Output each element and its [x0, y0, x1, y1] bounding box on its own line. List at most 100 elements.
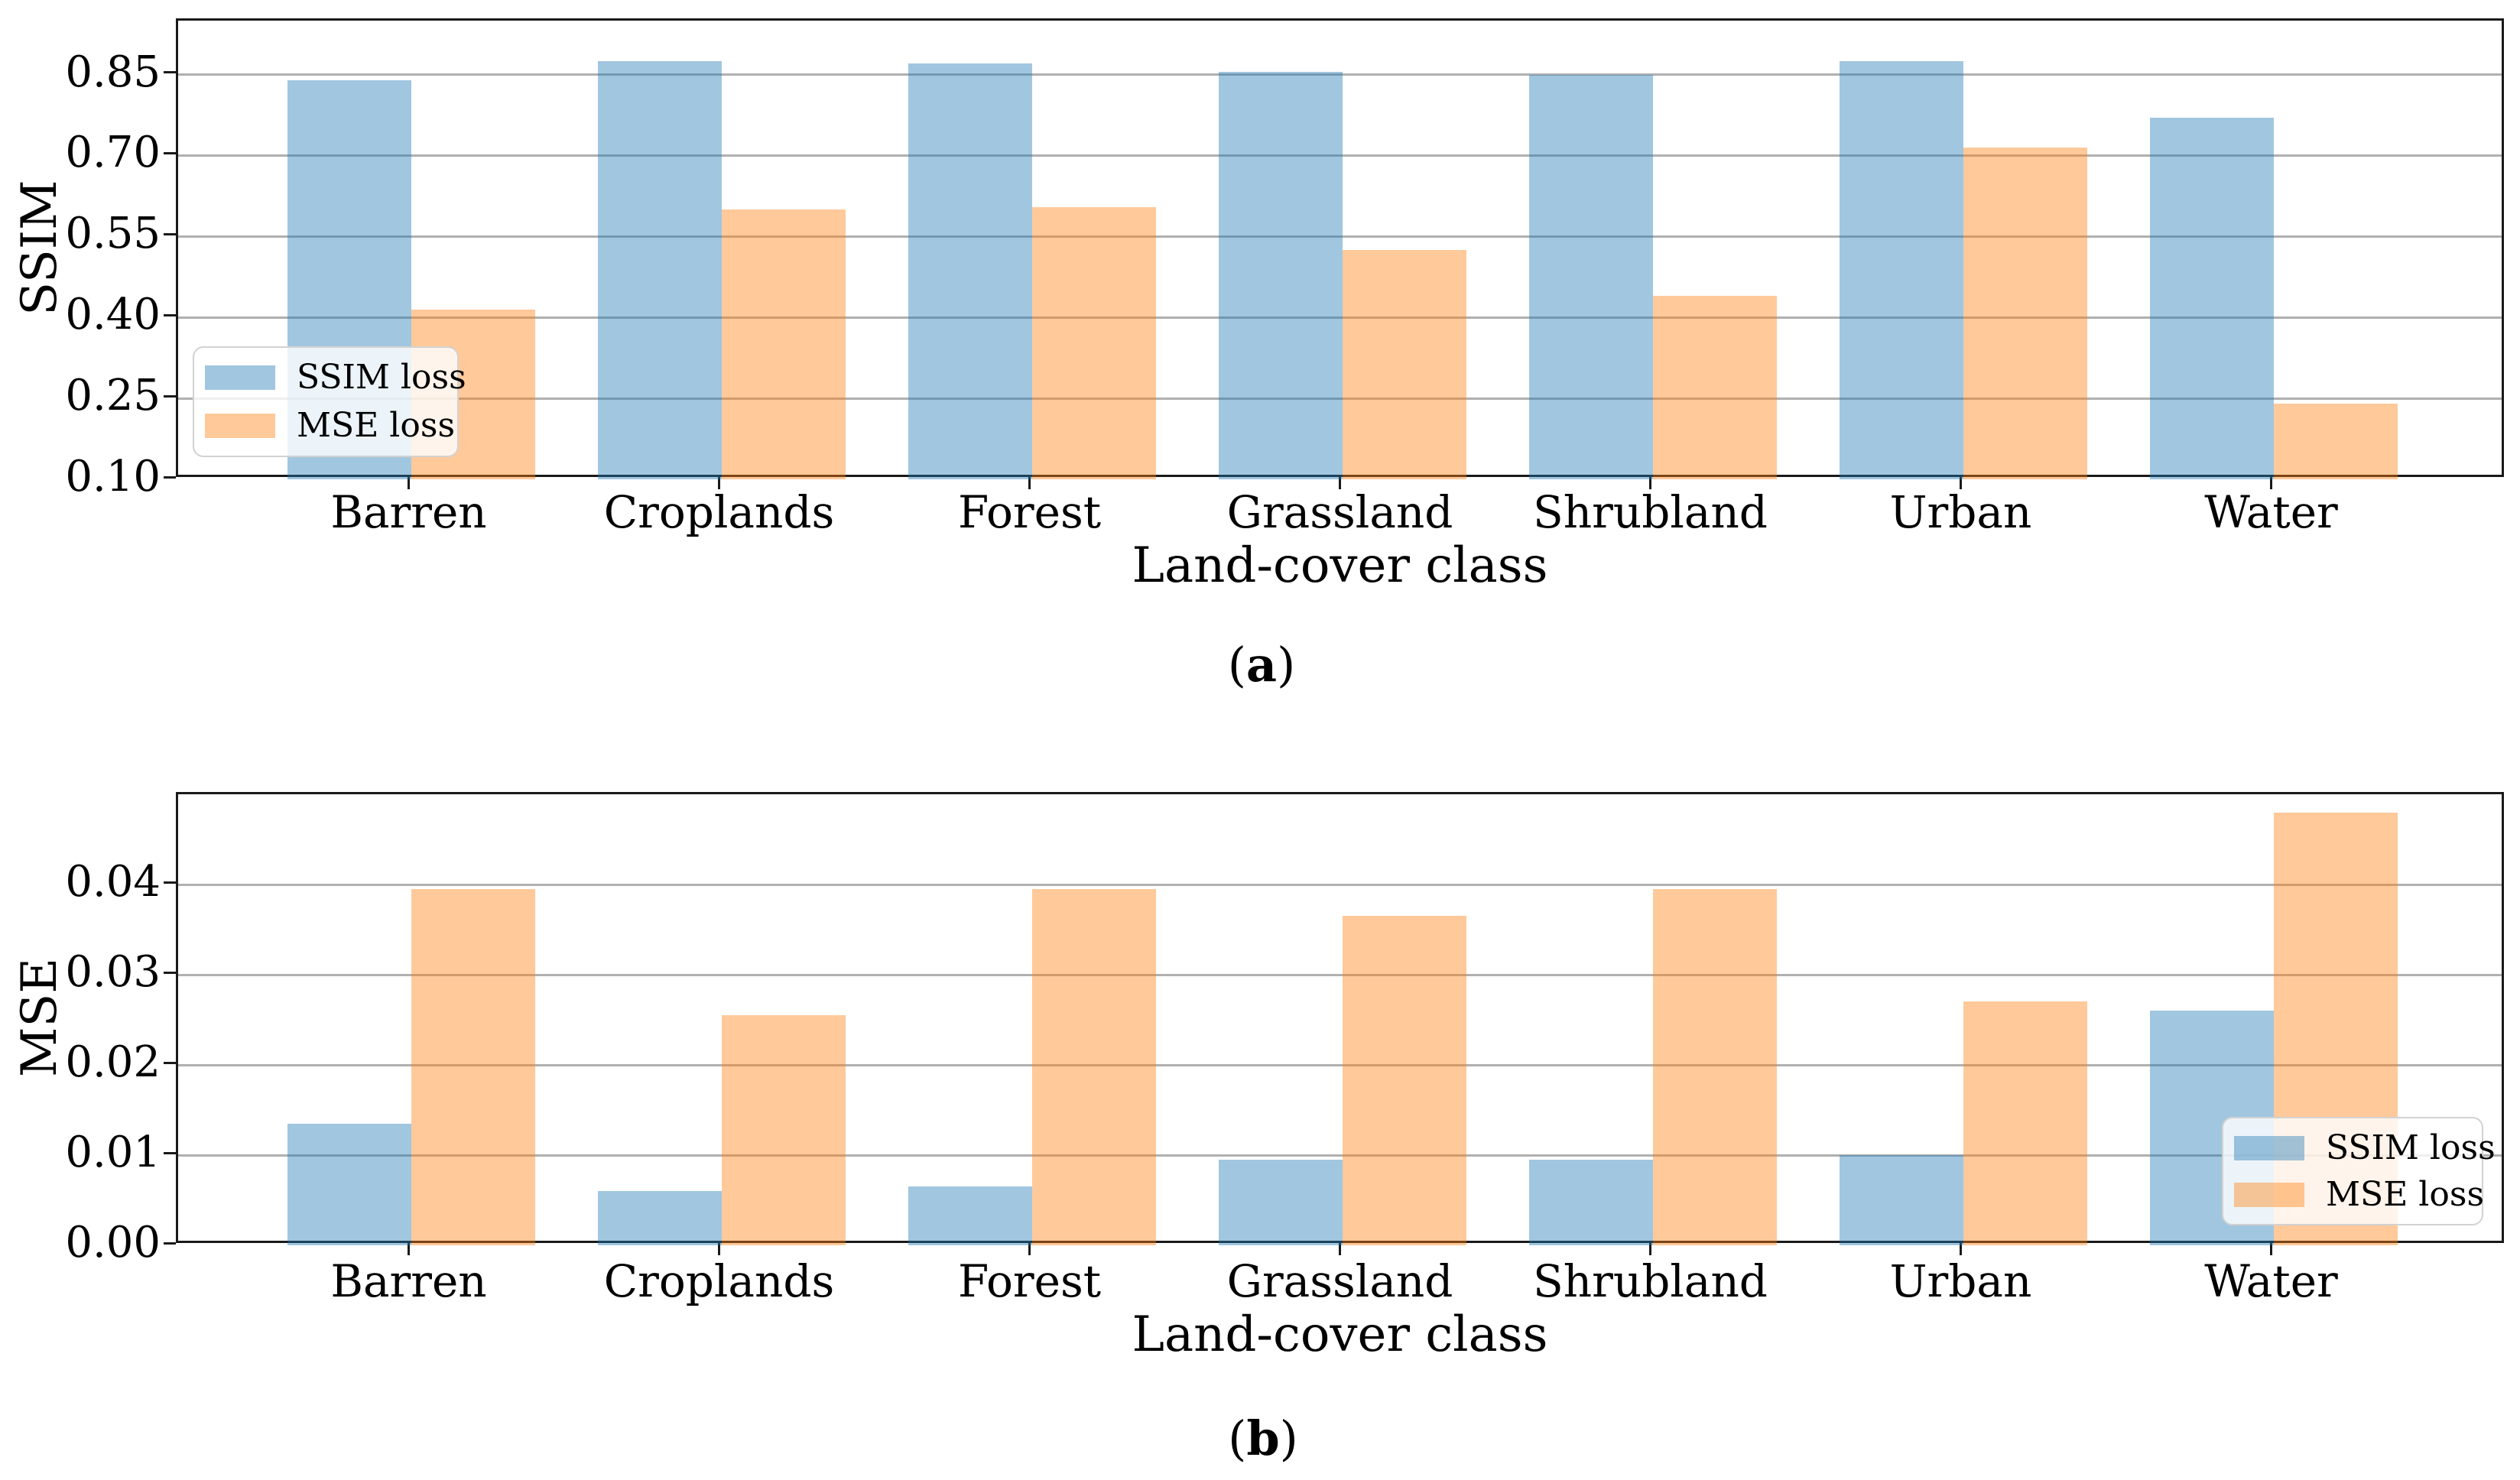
- x-tick-label-grassland: Grassland: [1226, 486, 1453, 538]
- x-tick-mark: [1649, 477, 1651, 489]
- y-tick-label: 0.00: [65, 1218, 161, 1267]
- ssim-loss-bar-urban: [1839, 1155, 1963, 1245]
- ssim-loss-bar-water: [2149, 118, 2274, 479]
- x-tick-label-croplands: Croplands: [603, 1255, 835, 1307]
- y-tick-mark: [164, 394, 176, 398]
- legend-label: SSIM loss: [297, 358, 466, 398]
- y-tick-mark: [164, 1241, 176, 1245]
- y-tick-mark: [164, 971, 176, 974]
- caption-paren-close: ): [1279, 1410, 1298, 1466]
- ssim-loss-bar-croplands: [597, 1191, 722, 1245]
- ssim-loss-bar-shrubland: [1528, 74, 1653, 479]
- y-tick-mark: [164, 71, 176, 74]
- legend-a: SSIM loss MSE loss: [193, 346, 466, 457]
- mse-loss-bar-grassland: [1342, 250, 1466, 479]
- gridline: [178, 1154, 2502, 1157]
- mse-loss-bar-shrubland: [1652, 888, 1777, 1245]
- x-tick-mark: [1339, 477, 1341, 489]
- x-axis-label-land-cover-a: Land-cover class: [1132, 537, 1548, 594]
- gridline: [178, 973, 2502, 976]
- y-tick-label: 0.25: [65, 371, 161, 421]
- x-tick-label-water: Water: [2204, 486, 2338, 538]
- mse-loss-bar-urban: [1963, 1001, 2087, 1245]
- ssim-loss-bar-urban: [1839, 60, 1963, 479]
- gridline: [178, 154, 2502, 157]
- y-tick-label: 0.85: [65, 47, 161, 97]
- mse-loss-legend-swatch-icon: [205, 413, 275, 438]
- y-tick-mark: [164, 151, 176, 154]
- gridline: [178, 397, 2502, 400]
- mse-loss-bar-water: [2273, 404, 2398, 479]
- y-tick-label: 0.10: [65, 452, 161, 501]
- mse-loss-bar-croplands: [721, 209, 846, 479]
- y-tick-mark: [164, 881, 176, 884]
- legend-b: SSIM loss MSE loss: [2222, 1117, 2496, 1225]
- x-tick-mark: [1960, 1243, 1962, 1255]
- x-axis-label-land-cover-b: Land-cover class: [1132, 1306, 1548, 1363]
- x-tick-mark: [1339, 1243, 1341, 1255]
- x-tick-label-croplands: Croplands: [603, 486, 835, 538]
- x-tick-label-shrubland: Shrubland: [1533, 1255, 1768, 1307]
- ssim-loss-bar-grassland: [1218, 72, 1343, 479]
- ssim-loss-bar-forest: [908, 1186, 1032, 1245]
- caption-paren-open: (: [1228, 1410, 1247, 1466]
- x-tick-label-urban: Urban: [1889, 1255, 2032, 1307]
- x-tick-label-grassland: Grassland: [1226, 1255, 1453, 1307]
- ssim-loss-bar-croplands: [597, 60, 722, 479]
- gridline: [178, 316, 2502, 319]
- y-axis-label-mse: MSE: [11, 957, 68, 1078]
- y-tick-label: 0.02: [65, 1037, 161, 1087]
- caption-paren-open: (: [1227, 637, 1246, 693]
- mse-loss-bar-urban: [1963, 147, 2087, 479]
- legend-label: SSIM loss: [2326, 1128, 2496, 1167]
- mse-loss-bar-forest: [1031, 888, 1156, 1245]
- x-tick-label-shrubland: Shrubland: [1533, 486, 1768, 538]
- ssim-loss-bar-forest: [908, 63, 1032, 479]
- legend-row: SSIM loss: [2234, 1125, 2496, 1171]
- y-tick-mark: [164, 313, 176, 316]
- plot-area-ssim: [176, 18, 2504, 479]
- mse-loss-bar-grassland: [1342, 916, 1466, 1245]
- caption-letter-b: b: [1246, 1410, 1280, 1466]
- gridline: [178, 883, 2502, 886]
- legend-label: MSE loss: [2326, 1174, 2485, 1214]
- y-tick-label: 0.55: [65, 209, 161, 259]
- caption-letter-a: a: [1245, 637, 1278, 693]
- ssim-loss-legend-swatch-icon: [205, 365, 275, 391]
- mse-loss-bar-barren: [411, 888, 535, 1245]
- x-tick-mark: [1028, 477, 1031, 489]
- y-tick-mark: [164, 475, 176, 479]
- y-tick-mark: [164, 1061, 176, 1064]
- ssim-loss-bar-grassland: [1218, 1159, 1343, 1245]
- legend-label: MSE loss: [297, 405, 456, 445]
- mse-loss-bar-shrubland: [1652, 296, 1777, 479]
- x-tick-mark: [718, 477, 720, 489]
- y-tick-label: 0.70: [65, 128, 161, 178]
- x-tick-mark: [2270, 477, 2272, 489]
- x-tick-mark: [408, 1243, 410, 1255]
- legend-row: SSIM loss: [205, 354, 466, 402]
- x-tick-label-urban: Urban: [1889, 486, 2032, 538]
- mse-loss-legend-swatch-icon: [2234, 1182, 2304, 1207]
- x-tick-mark: [2270, 1243, 2272, 1255]
- y-tick-mark: [164, 232, 176, 235]
- ssim-loss-legend-swatch-icon: [2234, 1135, 2304, 1160]
- caption-paren-close: ): [1277, 637, 1296, 693]
- ssim-loss-bar-shrubland: [1528, 1159, 1653, 1245]
- x-tick-label-forest: Forest: [957, 1255, 1102, 1307]
- mse-loss-bar-croplands: [721, 1015, 846, 1245]
- x-tick-label-forest: Forest: [957, 486, 1102, 538]
- x-tick-label-barren: Barren: [330, 486, 487, 538]
- gridline: [178, 1063, 2502, 1066]
- x-tick-mark: [1960, 477, 1962, 489]
- mse-loss-bar-forest: [1031, 206, 1156, 479]
- panel-caption-a: (a): [1032, 638, 1491, 693]
- x-tick-mark: [408, 477, 410, 489]
- legend-row: MSE loss: [2234, 1171, 2484, 1218]
- panel-caption-b: (b): [1034, 1411, 1492, 1466]
- y-tick-label: 0.01: [65, 1128, 161, 1177]
- y-tick-label: 0.03: [65, 947, 161, 997]
- x-tick-mark: [718, 1243, 720, 1255]
- y-tick-mark: [164, 1151, 176, 1154]
- legend-row: MSE loss: [205, 402, 455, 450]
